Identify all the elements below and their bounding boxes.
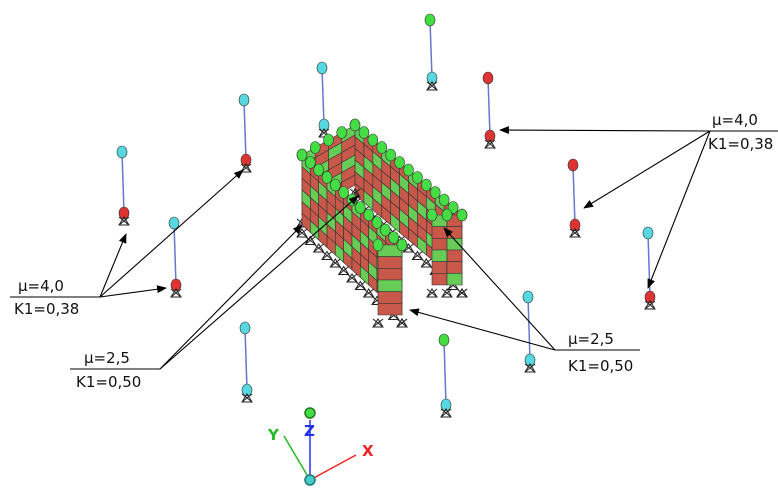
column	[430, 20, 432, 78]
panel	[378, 257, 402, 269]
node	[297, 149, 307, 161]
panel	[447, 273, 462, 285]
node	[427, 209, 437, 221]
column	[174, 223, 176, 285]
column	[573, 165, 575, 225]
node	[430, 187, 440, 199]
node	[337, 127, 347, 139]
node	[386, 149, 396, 161]
support	[427, 289, 437, 297]
node	[380, 224, 390, 236]
node	[355, 202, 365, 214]
panel	[378, 280, 402, 292]
node	[457, 209, 467, 221]
panel	[378, 303, 402, 315]
support	[421, 259, 431, 267]
node	[568, 159, 578, 171]
support	[412, 252, 422, 260]
panel	[447, 250, 462, 262]
node	[439, 334, 449, 346]
node	[643, 227, 653, 239]
node	[314, 164, 324, 176]
callout-mu: μ=2,5	[568, 330, 614, 348]
node	[330, 179, 340, 191]
node	[359, 127, 369, 139]
axis-x: X	[362, 442, 374, 460]
node	[373, 239, 383, 251]
callout-k: K1=0,50	[568, 357, 633, 375]
callout-mu: μ=2,5	[84, 349, 130, 367]
support	[457, 289, 467, 297]
axis-triad	[284, 408, 356, 485]
node	[368, 134, 378, 146]
model-view: μ=4,0 K1=0,38 μ=2,5 K1=0,50 μ=4,0 K1=0,3…	[0, 0, 778, 492]
node	[421, 179, 431, 191]
node	[439, 194, 449, 206]
panel	[378, 292, 402, 304]
node	[372, 217, 382, 229]
panel	[447, 262, 462, 274]
node	[239, 94, 249, 106]
panel	[432, 250, 447, 262]
column	[444, 340, 446, 405]
node	[317, 62, 327, 74]
callout-k: K1=0,38	[14, 300, 79, 318]
node	[117, 146, 127, 158]
node	[483, 72, 493, 84]
support	[397, 319, 407, 327]
callout-k: K1=0,50	[76, 373, 141, 391]
column	[122, 152, 124, 213]
callout-mu: μ=4,0	[18, 277, 64, 295]
panel	[432, 262, 447, 274]
column	[244, 100, 246, 160]
node	[339, 187, 349, 199]
panel	[447, 227, 462, 239]
node	[350, 119, 360, 131]
support	[442, 289, 452, 297]
support	[314, 244, 324, 252]
node	[523, 291, 533, 303]
column	[488, 78, 490, 136]
panel	[378, 268, 402, 280]
support	[347, 274, 357, 282]
support	[297, 229, 307, 237]
node	[305, 157, 315, 169]
panel	[432, 273, 447, 285]
node	[389, 232, 399, 244]
node	[240, 322, 250, 334]
node	[442, 209, 452, 221]
support	[355, 282, 365, 290]
panel	[432, 238, 447, 250]
node	[364, 209, 374, 221]
node	[322, 172, 332, 184]
node	[377, 142, 387, 154]
axis-y: Y	[267, 426, 280, 444]
callout-k: K1=0,38	[708, 135, 773, 153]
support	[373, 319, 383, 327]
node	[404, 164, 414, 176]
node	[425, 14, 435, 26]
column	[245, 328, 247, 390]
callout-mu: μ=4,0	[712, 111, 758, 129]
support	[330, 259, 340, 267]
support	[364, 289, 374, 297]
node	[412, 172, 422, 184]
support	[322, 252, 332, 260]
node	[169, 217, 179, 229]
column	[528, 297, 530, 360]
node	[324, 134, 334, 146]
node	[397, 239, 407, 251]
support	[339, 267, 349, 275]
node	[310, 142, 320, 154]
column	[322, 68, 324, 125]
axis-z: Z	[304, 422, 315, 440]
node	[395, 157, 405, 169]
